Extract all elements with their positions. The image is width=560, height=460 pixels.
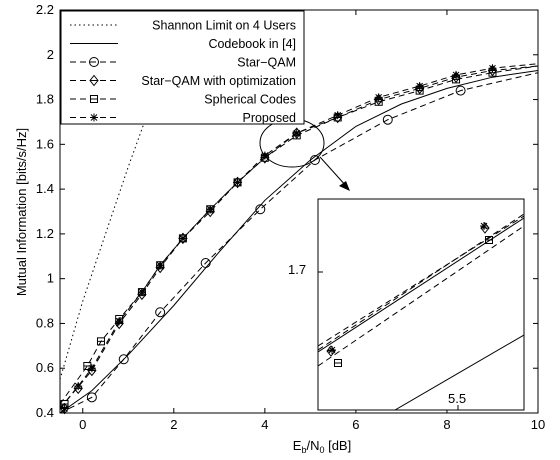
data-point-proposed-1	[74, 382, 83, 391]
legend-marker-star-qam	[89, 57, 99, 67]
legend-label-spherical-codes: Spherical Codes	[204, 93, 296, 107]
series-line-star-qam	[60, 72, 538, 413]
y-tick-label: 2	[47, 47, 54, 62]
inset-marker-square-1	[334, 359, 342, 367]
legend-marker-spherical-codes	[90, 95, 98, 103]
data-point-proposed-12	[374, 93, 383, 102]
y-tick-label: 0.4	[36, 405, 54, 420]
y-tick-label: 0.8	[36, 315, 54, 330]
y-tick-label: 0.6	[36, 360, 54, 375]
zoom-arrow	[319, 156, 348, 188]
legend-label-shannon-limit-on-4-users: Shannon Limit on 4 Users	[152, 19, 296, 33]
marker-layer	[59, 64, 498, 415]
data-point-proposed-0	[60, 404, 69, 413]
data-point-proposed-14	[452, 70, 461, 79]
legend-layer: Shannon Limit on 4 Users Codebook in [4] S…	[70, 19, 296, 125]
x-tick-label: 10	[531, 417, 545, 432]
inset-panel	[317, 198, 525, 411]
data-point-proposed-8	[233, 178, 242, 187]
x-axis-label-sub-b: b	[301, 445, 306, 455]
data-point-proposed-15	[488, 64, 497, 73]
legend-label-proposed: Proposed	[242, 111, 296, 125]
x-tick-label: 4	[261, 417, 268, 432]
data-point-spherical-codes-2	[96, 337, 105, 346]
x-axis-label-e: E	[293, 438, 302, 453]
zoom-arrow-head	[339, 181, 350, 191]
inset-layer	[318, 213, 524, 410]
data-point-star-qam-6	[382, 114, 393, 125]
data-point-proposed-11	[333, 111, 342, 120]
data-point-proposed-13	[415, 82, 424, 91]
data-point-star-qam-1	[118, 354, 129, 365]
inset-xtick-label: 5.5	[448, 391, 466, 406]
x-axis-label: Eb/N0 [dB]	[293, 438, 351, 455]
legend-marker-proposed	[90, 113, 98, 122]
x-tick-label: 2	[170, 417, 177, 432]
tick-layer: 0 2 4 6 8 10 0.4 0.6 0.8 1 1.2 1.4 1.6 1.8 2 2.2	[36, 2, 545, 432]
x-axis-label-sub-0: 0	[319, 445, 324, 455]
inset-line-proposed	[318, 215, 524, 347]
inset-marker-asterisk-2	[480, 222, 488, 230]
data-point-star-qam-3	[200, 257, 211, 268]
data-point-proposed-10	[292, 129, 301, 138]
y-tick-label: 1.8	[36, 92, 54, 107]
y-tick-label: 1.2	[36, 226, 54, 241]
legend-marker-star-qam-with-optimization	[89, 74, 99, 87]
x-tick-label: 0	[79, 417, 86, 432]
y-tick-label: 1	[47, 271, 54, 286]
inset-line-codebook-lower	[394, 334, 524, 410]
inset-line-spherical	[318, 225, 524, 367]
data-point-star-qam-7	[455, 85, 466, 96]
legend-label-codebook-in-4: Codebook in [4]	[208, 37, 296, 51]
data-point-star-qam-5	[309, 155, 320, 166]
data-point-proposed-4	[137, 288, 146, 297]
series-line-proposed	[60, 63, 538, 409]
data-point-proposed-3	[115, 317, 124, 326]
series-line-star-qam-with-optimization	[60, 65, 538, 409]
x-tick-label: 8	[443, 417, 450, 432]
data-point-star-qam-2	[155, 307, 166, 318]
legend-label-star-qam-with-optimization: Star−QAM with optimization	[141, 74, 296, 88]
data-point-proposed-2	[87, 364, 96, 373]
x-axis-label-n: /N	[306, 438, 319, 453]
inset-marker-square-2	[485, 236, 493, 244]
y-axis-label: Mutual Information [bits/s/Hz]	[14, 128, 29, 296]
y-tick-label: 2.2	[36, 2, 54, 17]
data-point-star-qam-0	[86, 392, 97, 403]
x-tick-label: 6	[352, 417, 359, 432]
series-line-shannon-limit-on-4-users	[60, 10, 193, 380]
plot-frame	[59, 9, 539, 414]
legend-label-star-qam: Star−QAM	[237, 56, 296, 70]
x-axis-label-unit: [dB]	[324, 438, 351, 453]
legend-box	[60, 10, 305, 125]
y-tick-label: 1.4	[36, 181, 54, 196]
data-point-proposed-5	[156, 261, 165, 270]
data-point-proposed-7	[206, 205, 215, 214]
data-point-star-qam-4	[255, 204, 266, 215]
y-tick-label: 1.6	[36, 136, 54, 151]
data-point-proposed-6	[178, 234, 187, 243]
inset-marker-asterisk-1	[328, 346, 336, 354]
inset-ytick-label: 1.7	[288, 262, 306, 277]
